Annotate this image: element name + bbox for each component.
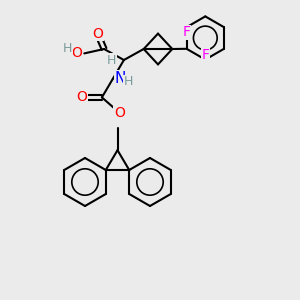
Text: N: N (115, 71, 126, 86)
Text: O: O (77, 90, 88, 104)
Text: H: H (106, 53, 116, 67)
Text: H: H (63, 42, 72, 55)
Text: O: O (92, 27, 103, 40)
Text: F: F (183, 25, 190, 39)
Text: F: F (201, 48, 209, 62)
Text: O: O (71, 46, 82, 60)
Text: H: H (124, 75, 133, 88)
Text: O: O (114, 106, 125, 120)
